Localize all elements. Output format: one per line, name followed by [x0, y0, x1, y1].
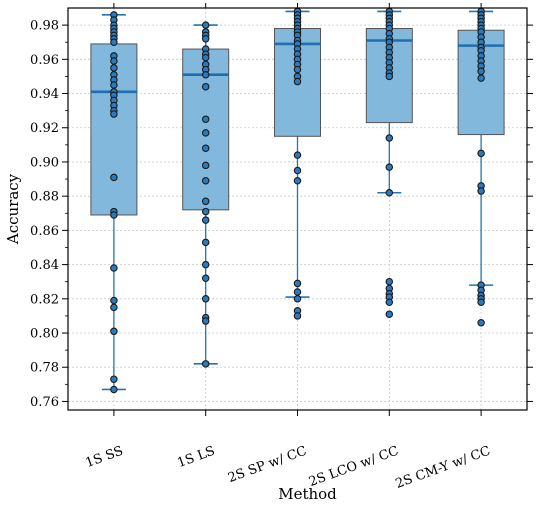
data-point	[293, 151, 302, 159]
y-axis: 0.76 0.78 0.80 0.82 0.84 0.86 0.88 0.90 0.92 0.94…	[30, 19, 533, 410]
data-point	[385, 310, 394, 318]
data-point	[201, 21, 210, 29]
data-point	[110, 64, 118, 72]
data-point	[201, 82, 210, 91]
data-point	[201, 295, 210, 303]
data-point	[201, 53, 210, 62]
y-tick-label: 0.88	[30, 190, 59, 205]
data-point	[201, 317, 210, 325]
data-point	[385, 163, 394, 171]
data-point	[110, 38, 118, 46]
data-point	[110, 296, 118, 305]
data-point	[110, 81, 118, 89]
data-point	[110, 303, 118, 312]
data-point	[293, 279, 302, 288]
data-point	[201, 216, 210, 224]
y-tick-label: 0.78	[30, 361, 59, 376]
data-point	[201, 129, 210, 137]
x-tick-label: 1S LS	[175, 444, 217, 471]
box-group	[457, 7, 505, 327]
data-point	[385, 298, 394, 306]
data-point	[201, 115, 210, 123]
y-tick-label: 0.92	[30, 121, 59, 136]
data-point	[201, 260, 210, 269]
x-tick-label: 2S SP w/ CC	[226, 444, 309, 486]
y-tick-label: 0.84	[30, 258, 59, 273]
x-tick-label: 1S SS	[84, 444, 126, 471]
data-point	[293, 288, 302, 296]
data-point	[293, 166, 302, 175]
data-point	[110, 173, 118, 182]
data-point	[385, 134, 394, 142]
data-point	[477, 187, 485, 195]
box-group	[90, 11, 138, 394]
y-tick-label: 0.80	[30, 327, 59, 342]
y-tick-label: 0.98	[30, 19, 59, 34]
y-tick-label: 0.86	[30, 224, 59, 239]
data-point	[110, 57, 118, 65]
data-point	[110, 327, 118, 336]
data-point	[477, 319, 485, 327]
data-point	[293, 295, 302, 303]
data-point	[385, 188, 394, 197]
data-point	[201, 360, 210, 368]
data-point	[293, 77, 302, 86]
data-point	[110, 110, 118, 118]
box-group	[365, 7, 413, 318]
x-axis-label: Method	[278, 485, 337, 503]
boxes	[90, 7, 505, 394]
data-point	[110, 264, 118, 272]
data-point	[201, 144, 210, 153]
data-point	[385, 72, 394, 81]
data-point	[201, 207, 210, 216]
data-point	[385, 277, 394, 286]
data-point	[110, 385, 118, 394]
y-tick-label: 0.82	[30, 292, 59, 307]
data-point	[477, 67, 485, 76]
x-tick-label: 2S LCO w/ CC	[307, 444, 401, 490]
y-tick-label: 0.76	[30, 395, 59, 410]
data-point	[201, 70, 210, 79]
data-point	[110, 375, 118, 383]
data-point	[477, 74, 485, 82]
data-point	[201, 35, 210, 43]
data-point	[293, 177, 302, 185]
data-point	[293, 312, 302, 320]
data-point	[201, 197, 210, 206]
y-tick-label: 0.96	[30, 53, 59, 68]
data-point	[110, 211, 118, 219]
x-tick-label: 2S CM-Y w/ CC	[394, 444, 493, 492]
box-group	[274, 7, 321, 320]
data-point	[201, 177, 210, 185]
data-point	[293, 65, 302, 74]
y-tick-label: 0.90	[30, 155, 59, 170]
data-point	[477, 298, 485, 306]
data-point	[477, 149, 485, 158]
data-point	[201, 238, 210, 247]
box-group	[182, 21, 230, 368]
data-point	[201, 161, 210, 170]
y-axis-label: Accuracy	[4, 173, 22, 245]
y-tick-label: 0.94	[30, 87, 59, 102]
data-point	[201, 274, 210, 283]
